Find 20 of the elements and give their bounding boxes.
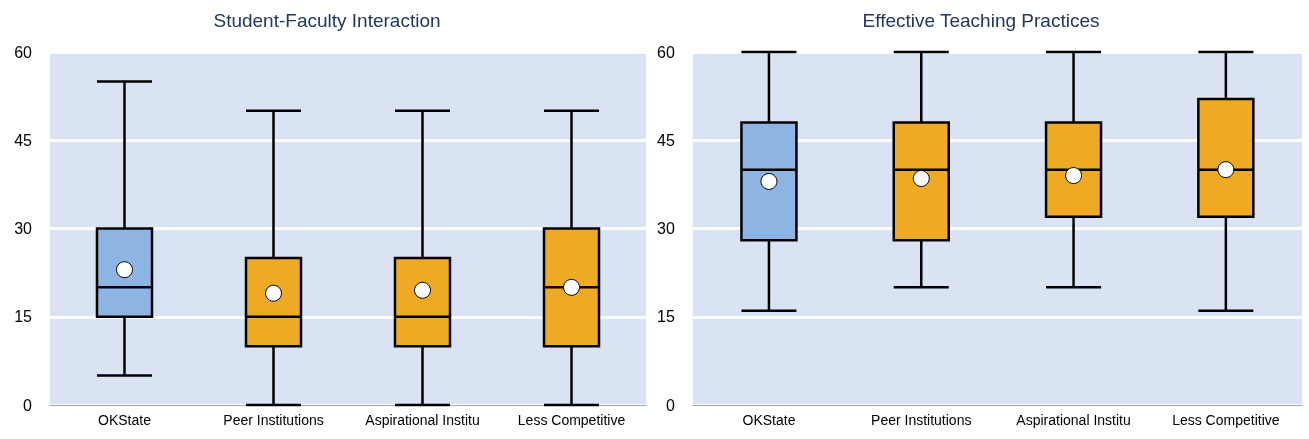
x-tick-label: Less Competitive (517, 412, 626, 428)
y-tick-label: 15 (14, 308, 33, 326)
y-tick-label: 45 (14, 131, 33, 149)
y-tick-label: 30 (14, 220, 33, 237)
y-tick-label: 60 (657, 43, 675, 61)
y-tick-label: 0 (23, 396, 33, 414)
y-tick-label: 45 (657, 131, 675, 149)
x-tick-label: OKState (742, 412, 796, 428)
x-tick-label: Aspirational Institu (365, 412, 480, 428)
chart-title: Student-Faculty Interaction (213, 10, 441, 31)
x-tick-label: Peer Institutions (223, 412, 324, 428)
chart-title: Effective Teaching Practices (862, 10, 1100, 31)
y-tick-label: 0 (665, 396, 675, 414)
y-tick-label: 60 (14, 43, 33, 61)
x-tick-label: OKState (98, 412, 152, 428)
x-tick-label: Peer Institutions (871, 412, 972, 428)
x-tick-label: Less Competitive (1172, 412, 1280, 428)
x-tick-label: Aspirational Institu (1016, 412, 1131, 428)
y-tick-label: 30 (657, 220, 675, 237)
y-tick-label: 15 (657, 308, 675, 326)
